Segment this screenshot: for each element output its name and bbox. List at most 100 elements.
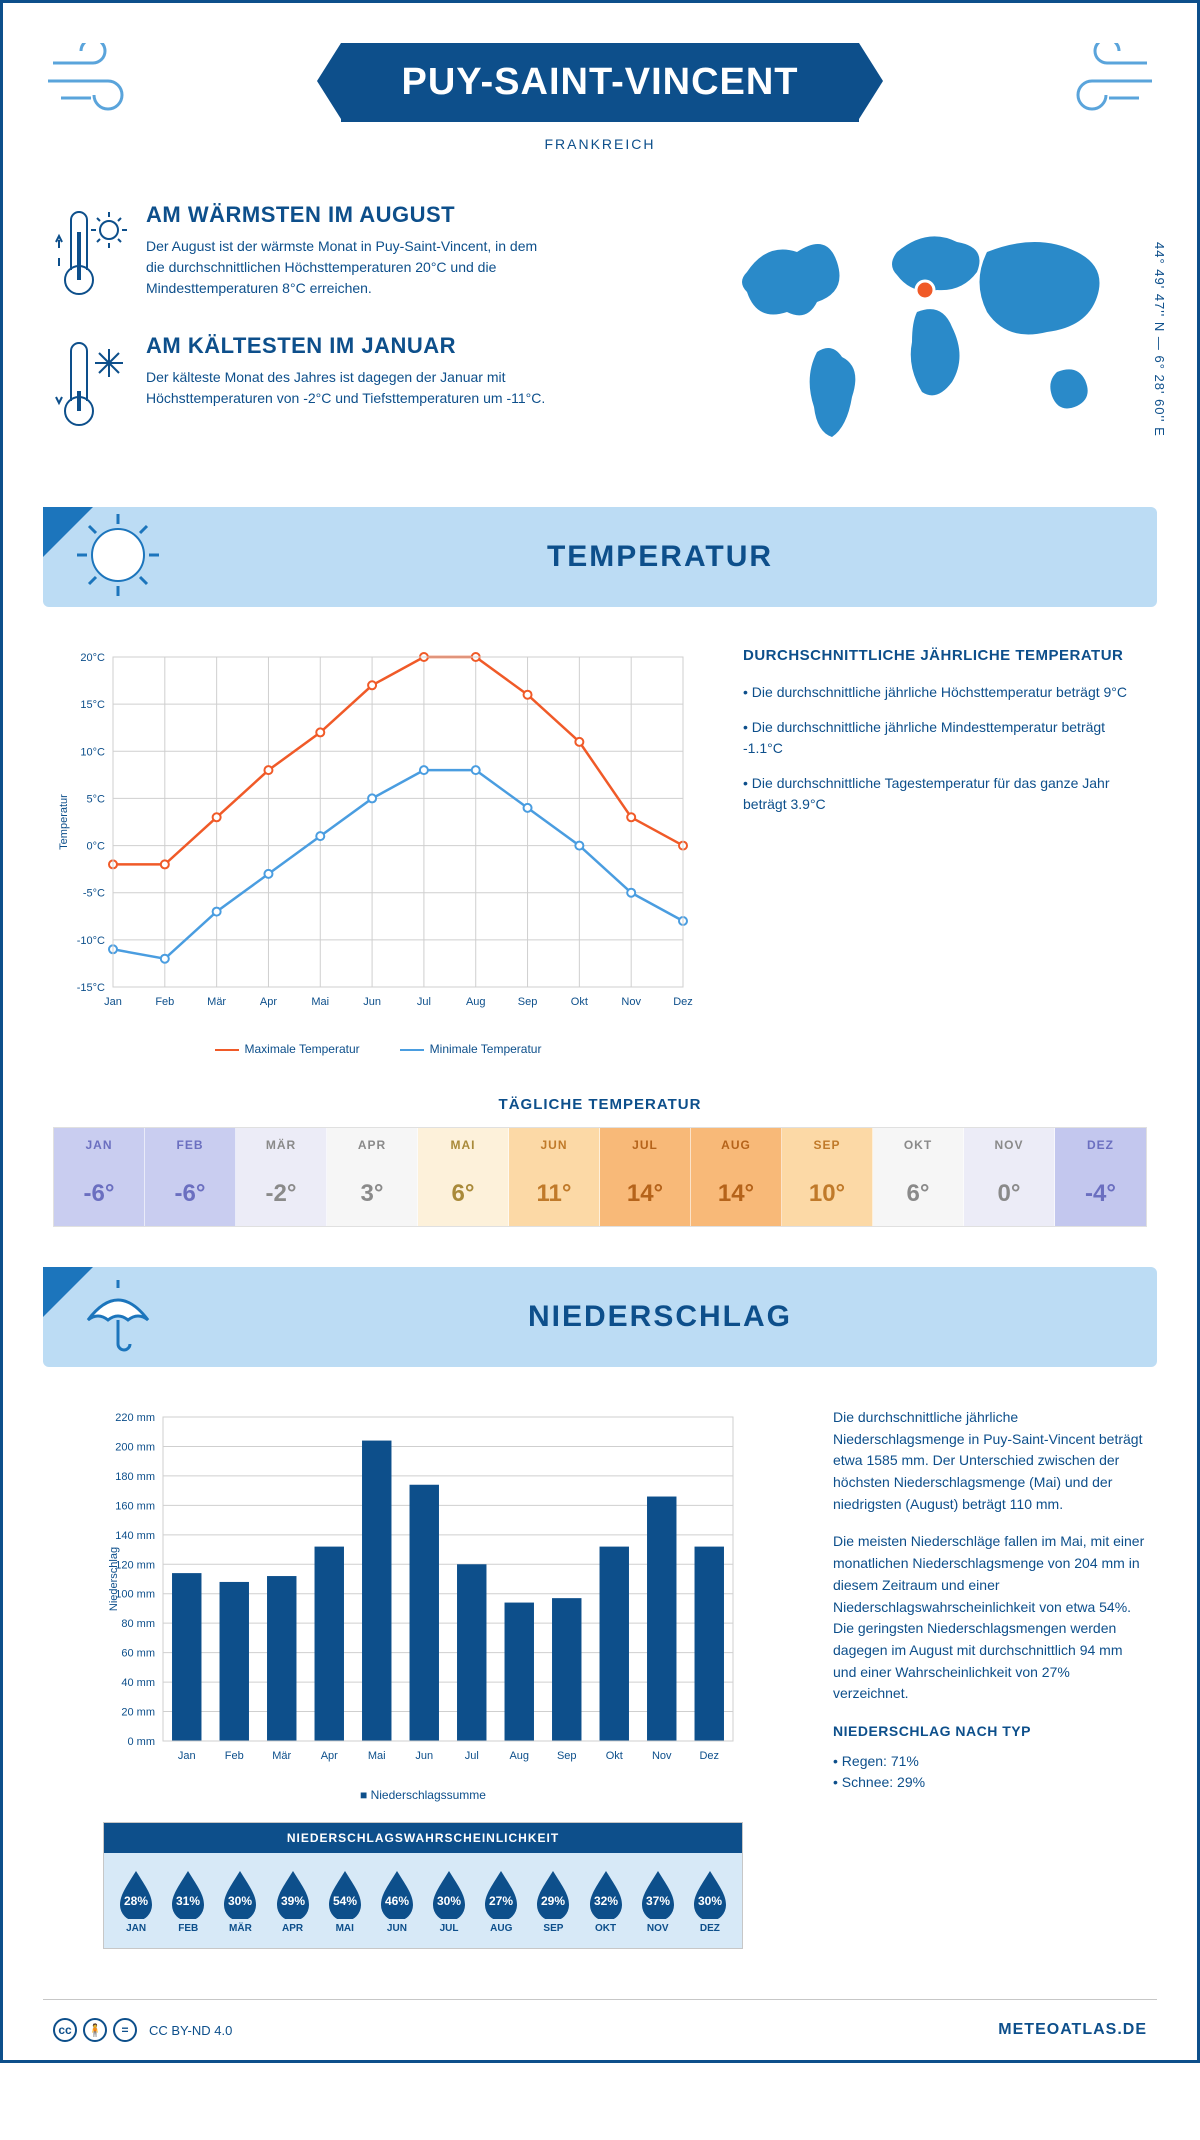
- svg-text:200 mm: 200 mm: [115, 1441, 155, 1453]
- svg-text:10°C: 10°C: [80, 746, 105, 758]
- nd-icon: =: [113, 2018, 137, 2042]
- svg-text:Jun: Jun: [415, 1750, 433, 1762]
- temp-bullet-3: • Die durchschnittliche Tagestemperatur …: [743, 773, 1147, 815]
- cc-icon: cc: [53, 2018, 77, 2042]
- svg-text:180 mm: 180 mm: [115, 1471, 155, 1483]
- svg-text:40 mm: 40 mm: [121, 1677, 155, 1689]
- infographic-frame: PUY-SAINT-VINCENT FRANKREICH: [0, 0, 1200, 2063]
- license-text: CC BY-ND 4.0: [149, 2023, 232, 2038]
- svg-text:160 mm: 160 mm: [115, 1500, 155, 1512]
- daily-cell: APR3°: [327, 1128, 418, 1226]
- precip-legend: Niederschlagssumme: [53, 1788, 793, 1802]
- fact-warm-text: Der August ist der wärmste Monat in Puy-…: [146, 236, 546, 299]
- daily-cell: DEZ-4°: [1055, 1128, 1146, 1226]
- svg-text:30%: 30%: [228, 1894, 252, 1908]
- svg-text:46%: 46%: [385, 1894, 409, 1908]
- svg-text:20 mm: 20 mm: [121, 1707, 155, 1719]
- daily-cell: JAN-6°: [54, 1128, 145, 1226]
- svg-text:Mai: Mai: [368, 1750, 386, 1762]
- svg-text:Jul: Jul: [465, 1750, 479, 1762]
- prob-drop: 32% OKT: [580, 1867, 632, 1934]
- fact-cold-text: Der kälteste Monat des Jahres ist dagege…: [146, 367, 546, 409]
- temperature-chart-block: -15°C-10°C-5°C0°C5°C10°C15°C20°CJanFebMä…: [3, 607, 1197, 1076]
- svg-text:27%: 27%: [489, 1894, 513, 1908]
- daily-cell: JUL14°: [600, 1128, 691, 1226]
- precip-bar-chart: 0 mm20 mm40 mm60 mm80 mm100 mm120 mm140 …: [53, 1407, 793, 1777]
- prob-drop: 30% JUL: [423, 1867, 475, 1934]
- prob-drop: 30% DEZ: [684, 1867, 736, 1934]
- site-name: METEOATLAS.DE: [998, 2021, 1147, 2039]
- daily-temperature-table: JAN-6°FEB-6°MÄR-2°APR3°MAI6°JUN11°JUL14°…: [53, 1127, 1147, 1227]
- daily-cell: MÄR-2°: [236, 1128, 327, 1226]
- svg-text:Jul: Jul: [417, 996, 431, 1008]
- svg-text:Aug: Aug: [509, 1750, 529, 1762]
- svg-text:54%: 54%: [333, 1894, 357, 1908]
- svg-text:Niederschlag: Niederschlag: [108, 1547, 120, 1611]
- temp-bullet-2: • Die durchschnittliche jährliche Mindes…: [743, 717, 1147, 759]
- footer: cc 🧍 = CC BY-ND 4.0 METEOATLAS.DE: [43, 1999, 1157, 2060]
- svg-text:Jan: Jan: [104, 996, 122, 1008]
- svg-text:220 mm: 220 mm: [115, 1412, 155, 1424]
- svg-text:Nov: Nov: [621, 996, 641, 1008]
- svg-text:Aug: Aug: [466, 996, 486, 1008]
- daily-cell: OKT6°: [873, 1128, 964, 1226]
- svg-text:5°C: 5°C: [87, 793, 106, 805]
- svg-text:Jun: Jun: [363, 996, 381, 1008]
- section-precip-title: NIEDERSCHLAG: [163, 1300, 1157, 1334]
- by-icon: 🧍: [83, 2018, 107, 2042]
- daily-cell: AUG14°: [691, 1128, 782, 1226]
- svg-text:32%: 32%: [594, 1894, 618, 1908]
- svg-text:Nov: Nov: [652, 1750, 672, 1762]
- fact-cold-title: AM KÄLTESTEN IM JANUAR: [146, 333, 546, 359]
- svg-text:Mär: Mär: [272, 1750, 291, 1762]
- svg-text:0°C: 0°C: [87, 841, 106, 853]
- fact-warmest: AM WÄRMSTEN IM AUGUST Der August ist der…: [53, 202, 677, 307]
- header: PUY-SAINT-VINCENT FRANKREICH: [3, 3, 1197, 172]
- svg-text:Dez: Dez: [699, 1750, 719, 1762]
- svg-text:Apr: Apr: [260, 996, 277, 1008]
- svg-text:Sep: Sep: [518, 996, 538, 1008]
- thermometer-snow-icon: [53, 333, 128, 438]
- page-subtitle: FRANKREICH: [33, 136, 1167, 152]
- svg-text:60 mm: 60 mm: [121, 1648, 155, 1660]
- svg-text:20°C: 20°C: [80, 652, 105, 664]
- precip-type-2: • Schnee: 29%: [833, 1772, 1147, 1794]
- svg-text:0 mm: 0 mm: [128, 1736, 156, 1748]
- svg-text:100 mm: 100 mm: [115, 1589, 155, 1601]
- svg-text:Jan: Jan: [178, 1750, 196, 1762]
- svg-text:Mär: Mär: [207, 996, 226, 1008]
- world-map: 44° 49' 47'' N — 6° 28' 60'' E: [707, 202, 1147, 467]
- legend-min: Minimale Temperatur: [400, 1042, 542, 1056]
- svg-text:Okt: Okt: [606, 1750, 623, 1762]
- legend-max: Maximale Temperatur: [215, 1042, 360, 1056]
- svg-text:140 mm: 140 mm: [115, 1530, 155, 1542]
- precip-probability-box: NIEDERSCHLAGSWAHRSCHEINLICHKEIT 28% JAN …: [103, 1822, 743, 1949]
- svg-text:Dez: Dez: [673, 996, 693, 1008]
- precip-p1: Die durchschnittliche jährliche Niedersc…: [833, 1407, 1147, 1515]
- fact-coldest: AM KÄLTESTEN IM JANUAR Der kälteste Mona…: [53, 333, 677, 438]
- svg-text:31%: 31%: [176, 1894, 200, 1908]
- svg-text:30%: 30%: [437, 1894, 461, 1908]
- svg-text:Apr: Apr: [321, 1750, 338, 1762]
- cc-icons: cc 🧍 =: [53, 2018, 137, 2042]
- svg-text:37%: 37%: [646, 1894, 670, 1908]
- svg-text:15°C: 15°C: [80, 699, 105, 711]
- daily-cell: JUN11°: [509, 1128, 600, 1226]
- svg-text:Feb: Feb: [155, 996, 174, 1008]
- daily-cell: SEP10°: [782, 1128, 873, 1226]
- svg-text:-10°C: -10°C: [77, 935, 105, 947]
- daily-heading: TÄGLICHE TEMPERATUR: [3, 1096, 1197, 1113]
- svg-text:80 mm: 80 mm: [121, 1618, 155, 1630]
- daily-cell: MAI6°: [418, 1128, 509, 1226]
- svg-text:Feb: Feb: [225, 1750, 244, 1762]
- prob-drop: 29% SEP: [527, 1867, 579, 1934]
- precip-p2: Die meisten Niederschläge fallen im Mai,…: [833, 1531, 1147, 1705]
- temp-side-heading: DURCHSCHNITTLICHE JÄHRLICHE TEMPERATUR: [743, 647, 1147, 664]
- section-temperature-title: TEMPERATUR: [163, 540, 1157, 574]
- svg-text:29%: 29%: [541, 1894, 565, 1908]
- svg-text:Okt: Okt: [571, 996, 588, 1008]
- daily-cell: NOV0°: [964, 1128, 1055, 1226]
- fact-warm-title: AM WÄRMSTEN IM AUGUST: [146, 202, 546, 228]
- prob-drop: 37% NOV: [632, 1867, 684, 1934]
- precip-type-head: NIEDERSCHLAG NACH TYP: [833, 1721, 1147, 1743]
